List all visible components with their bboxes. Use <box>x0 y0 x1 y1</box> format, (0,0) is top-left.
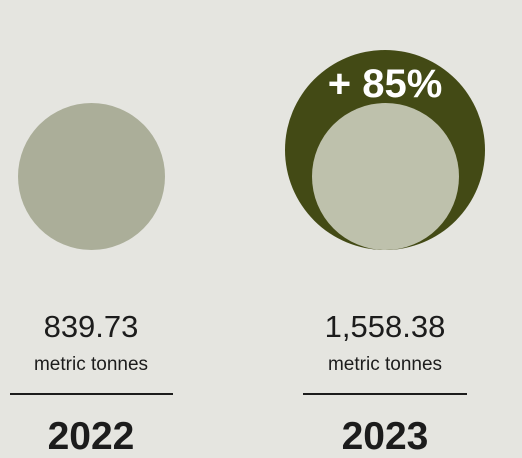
value-label-2023: 1,558.38 <box>324 309 446 344</box>
year-label-2022: 2022 <box>47 415 135 458</box>
unit-label-2022: metric tonnes <box>33 354 149 375</box>
year-label-2023: 2023 <box>341 415 429 458</box>
value-label-2022: 839.73 <box>43 309 139 344</box>
column-2023: 1,558.38 metric tonnes 2023 <box>275 0 495 456</box>
change-percent-label: + 85% <box>327 62 443 106</box>
bubble-2022-reference <box>311 103 459 251</box>
unit-label-2023: metric tonnes <box>327 354 443 375</box>
column-2022: 839.73 metric tonnes 2022 <box>0 0 201 456</box>
divider-2023 <box>303 393 467 395</box>
bubble-2022 <box>17 103 165 251</box>
divider-2022 <box>10 393 173 395</box>
